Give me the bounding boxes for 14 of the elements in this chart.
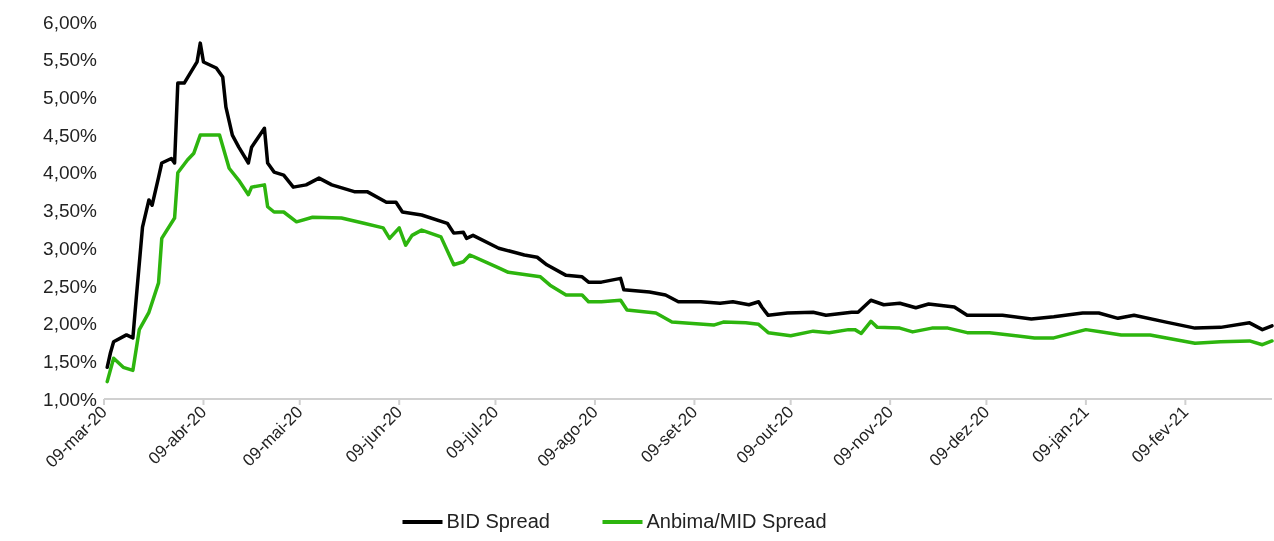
y-tick-label: 5,00% xyxy=(43,87,98,109)
line-series xyxy=(105,41,1274,370)
legend-label: BID Spread xyxy=(446,510,550,532)
y-tick-label: 4,50% xyxy=(43,124,98,146)
y-tick-label: 3,50% xyxy=(43,200,98,222)
y-tick-label: 6,00% xyxy=(43,11,98,33)
y-tick-label: 3,00% xyxy=(43,237,98,259)
y-tick-label: 2,00% xyxy=(43,313,98,335)
line-series xyxy=(105,133,1274,384)
y-tick-label: 5,50% xyxy=(43,49,98,71)
y-tick-label: 1,50% xyxy=(43,350,98,372)
legend-label: Anbima/MID Spread xyxy=(646,510,827,532)
y-tick-label: 2,50% xyxy=(43,275,98,297)
y-tick-label: 4,00% xyxy=(43,162,98,184)
